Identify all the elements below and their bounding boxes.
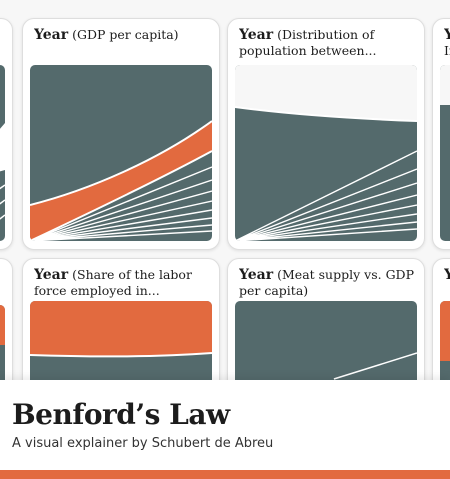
chart-card-partial-right[interactable]: Ye <box>432 258 450 380</box>
chart-card-partial-left[interactable] <box>0 258 13 380</box>
card-plot <box>0 65 5 241</box>
site-header-panel: Benford’s Law A visual explainer by Schu… <box>0 380 450 479</box>
card-year-label: Year <box>239 267 274 283</box>
card-plot <box>440 65 450 241</box>
accent-bar <box>0 470 450 479</box>
card-title: Ye <box>444 267 450 283</box>
chart-card-partial-right[interactable]: Ye In <box>432 18 450 250</box>
card-title: Year (Share of the labor force employed … <box>34 267 211 299</box>
card-title: Year (Meat supply vs. GDP per capita) <box>239 267 416 299</box>
page-title: Benford’s Law <box>12 398 230 431</box>
card-year-label: Ye <box>444 27 450 43</box>
card-year-label: Ye <box>444 267 450 283</box>
card-plot <box>0 305 5 380</box>
chart-card-labor-force-share[interactable]: Year (Share of the labor force employed … <box>22 258 220 380</box>
card-subtitle: In <box>444 43 450 58</box>
card-subtitle: (Distribution of population between... <box>239 27 377 58</box>
chart-card-partial-left[interactable] <box>0 18 13 250</box>
card-year-label: Year <box>34 267 69 283</box>
card-subtitle: (Meat supply vs. GDP per capita) <box>239 267 414 298</box>
card-plot <box>30 301 212 380</box>
card-title: Year (GDP per capita) <box>34 27 211 43</box>
card-plot <box>440 301 450 380</box>
chart-card-population-distribution[interactable]: Year (Distribution of population between… <box>227 18 425 250</box>
card-title: Ye In <box>444 27 450 59</box>
card-subtitle: (GDP per capita) <box>72 27 179 42</box>
card-plot <box>235 301 417 380</box>
card-title: Year (Distribution of population between… <box>239 27 416 59</box>
card-plot <box>235 65 417 241</box>
card-subtitle: (Share of the labor force employed in... <box>34 267 192 298</box>
card-year-label: Year <box>34 27 69 43</box>
chart-card-gdp-per-capita[interactable]: Year (GDP per capita) <box>22 18 220 250</box>
page-subtitle: A visual explainer by Schubert de Abreu <box>12 436 274 451</box>
card-plot <box>30 65 212 241</box>
card-year-label: Year <box>239 27 274 43</box>
chart-card-meat-supply[interactable]: Year (Meat supply vs. GDP per capita) <box>227 258 425 380</box>
chart-card-grid: Year (GDP per capita) Year (Distribution… <box>0 18 450 380</box>
